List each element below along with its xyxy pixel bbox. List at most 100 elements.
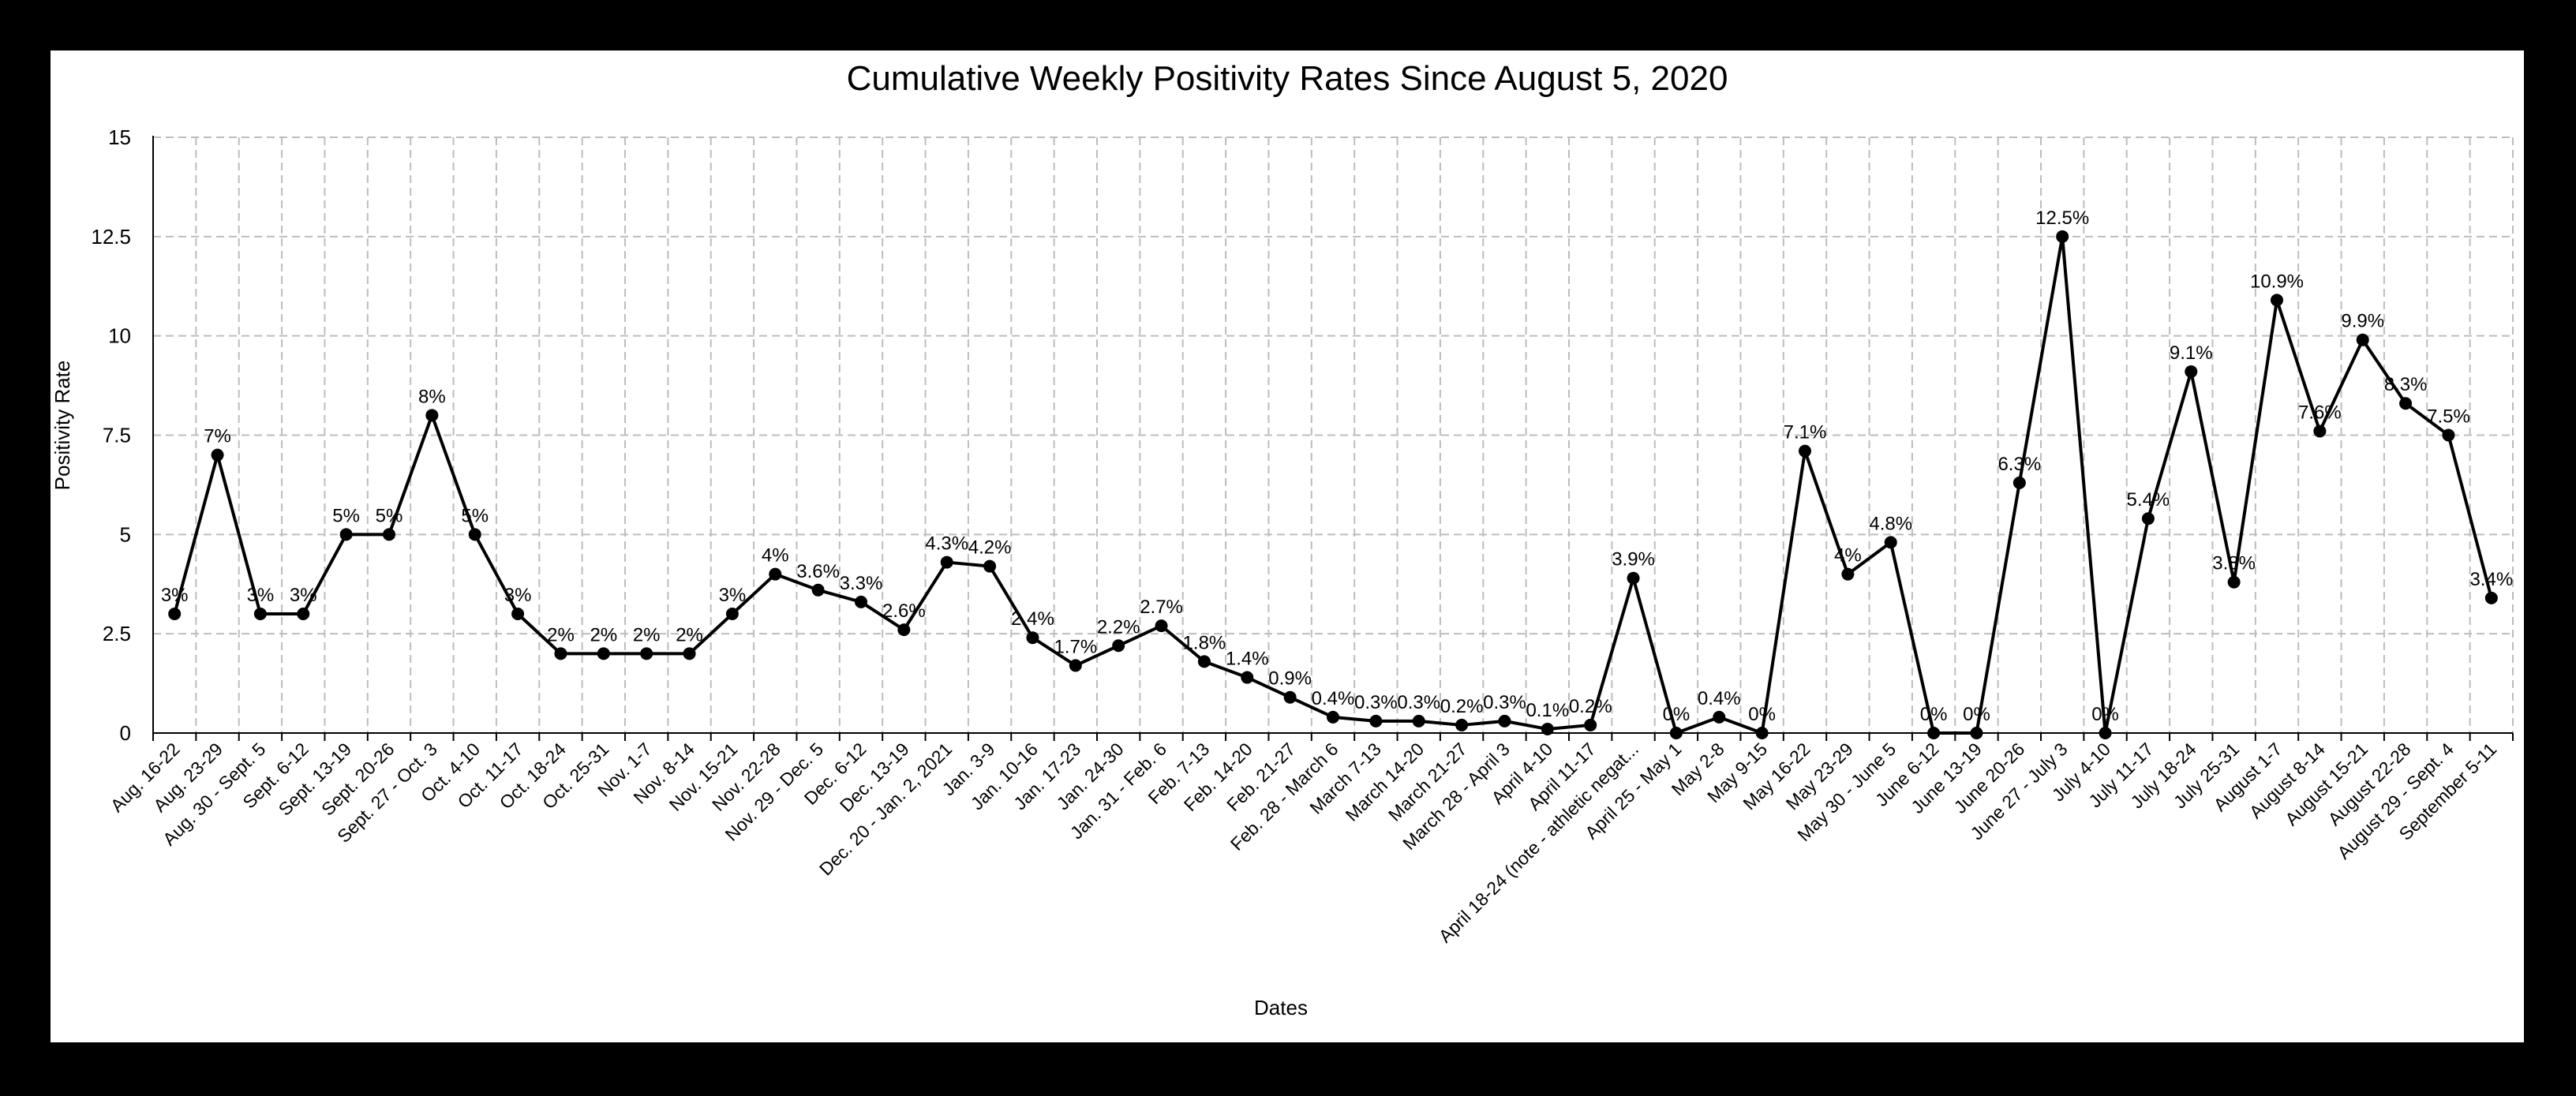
data-label: 3.8% — [2212, 553, 2256, 574]
data-label: 2.7% — [1140, 597, 1183, 618]
data-point — [1927, 727, 1941, 739]
data-point — [297, 608, 310, 620]
data-label: 0.3% — [1354, 692, 1398, 713]
data-point — [2313, 425, 2327, 438]
data-label: 5% — [332, 505, 360, 526]
data-point — [2185, 365, 2198, 378]
data-label: 4.3% — [925, 533, 968, 555]
data-point — [725, 608, 739, 620]
data-label: 7.6% — [2298, 402, 2342, 423]
data-point — [2442, 428, 2455, 442]
data-point — [811, 583, 825, 597]
data-point — [2227, 575, 2241, 589]
data-point — [1369, 714, 1383, 728]
data-point — [511, 608, 525, 620]
data-label: 0.2% — [1440, 696, 1484, 717]
data-label: 7% — [204, 426, 231, 447]
y-tick-labels: 0 2.5 5 7.5 10 12.5 15 — [91, 125, 131, 745]
data-point — [940, 555, 953, 569]
data-label: 9.1% — [2170, 342, 2213, 364]
y-axis-label: Positivity Rate — [51, 361, 74, 491]
data-label: 0% — [2091, 704, 2119, 725]
line-chart: Cumulative Weekly Positivity Rates Since… — [51, 59, 2514, 1019]
data-label: 2.4% — [1011, 608, 1054, 630]
data-point — [1498, 714, 1511, 728]
data-label: 3% — [290, 585, 317, 606]
data-label: 3.4% — [2469, 569, 2513, 590]
data-point — [2271, 294, 2283, 307]
data-point — [425, 409, 439, 422]
data-label: 7.5% — [2427, 406, 2470, 428]
data-label: 4% — [1834, 545, 1862, 567]
data-point — [1799, 444, 1811, 458]
data-point — [1155, 619, 1168, 633]
data-point — [2484, 591, 2498, 604]
data-label: 2% — [547, 624, 575, 645]
data-point — [1069, 659, 1082, 672]
data-point — [1584, 718, 1597, 731]
x-axis-label: Dates — [1254, 996, 1308, 1019]
y-tick-label: 5 — [120, 522, 131, 546]
data-label: 3.3% — [840, 573, 883, 594]
data-label: 0% — [1748, 704, 1776, 725]
data-label: 10.9% — [2250, 271, 2304, 292]
data-label: 1.7% — [1054, 636, 1097, 657]
data-label: 0.1% — [1526, 700, 1569, 721]
data-point — [2141, 512, 2155, 526]
data-label: 1.4% — [1226, 649, 1269, 670]
data-label: 6.3% — [1998, 454, 2041, 475]
data-label: 0.9% — [1268, 668, 1312, 690]
data-point — [1197, 655, 1211, 668]
data-label: 4% — [762, 545, 789, 567]
data-point — [2099, 727, 2112, 739]
y-tick-label: 10 — [108, 324, 131, 348]
data-point — [168, 608, 182, 620]
y-tick-label: 2.5 — [103, 622, 131, 645]
grid-layer — [153, 137, 2514, 733]
data-label: 0.4% — [1312, 688, 1355, 709]
data-point — [554, 647, 567, 660]
data-label: 3.9% — [1612, 549, 1655, 570]
chart-frame: Cumulative Weekly Positivity Rates Since… — [51, 50, 2524, 1042]
data-label: 3% — [719, 585, 747, 606]
data-label: 5% — [461, 505, 489, 526]
data-point — [683, 647, 696, 660]
data-label: 3% — [161, 585, 189, 606]
series-line-layer — [173, 234, 2493, 735]
data-label: 2% — [633, 624, 661, 645]
y-tick-label: 15 — [108, 125, 131, 149]
data-label: 2% — [676, 624, 703, 645]
data-label: 8.3% — [2384, 374, 2428, 395]
data-label: 4.8% — [1869, 513, 1912, 534]
data-label: 8% — [418, 386, 446, 407]
data-point — [1026, 631, 1039, 645]
data-point — [1627, 571, 1640, 585]
data-point — [253, 608, 267, 620]
data-point — [211, 448, 224, 462]
data-point — [1327, 710, 1339, 724]
data-point — [1455, 718, 1469, 731]
data-point — [1884, 536, 1897, 549]
data-label: 2% — [590, 624, 617, 645]
data-label: 12.5% — [2035, 208, 2089, 229]
data-label: 0.3% — [1397, 692, 1440, 713]
data-label: 3.6% — [796, 561, 840, 582]
data-label: 0% — [1920, 704, 1948, 725]
data-label: 0.4% — [1698, 688, 1741, 709]
data-point — [1669, 727, 1683, 739]
data-point — [468, 528, 481, 541]
data-label: 3% — [247, 585, 275, 606]
data-label: 0.3% — [1483, 692, 1526, 713]
data-label: 9.9% — [2341, 311, 2384, 332]
data-point — [1970, 727, 1983, 739]
data-label: 4.2% — [968, 537, 1012, 559]
data-point — [897, 623, 911, 637]
data-point — [1112, 639, 1125, 653]
data-point — [1412, 714, 1425, 728]
data-label: 5% — [376, 505, 403, 526]
data-point — [1755, 727, 1769, 739]
axes — [152, 136, 2514, 741]
series-line — [173, 234, 2493, 735]
data-label: 0.2% — [1569, 696, 1612, 717]
